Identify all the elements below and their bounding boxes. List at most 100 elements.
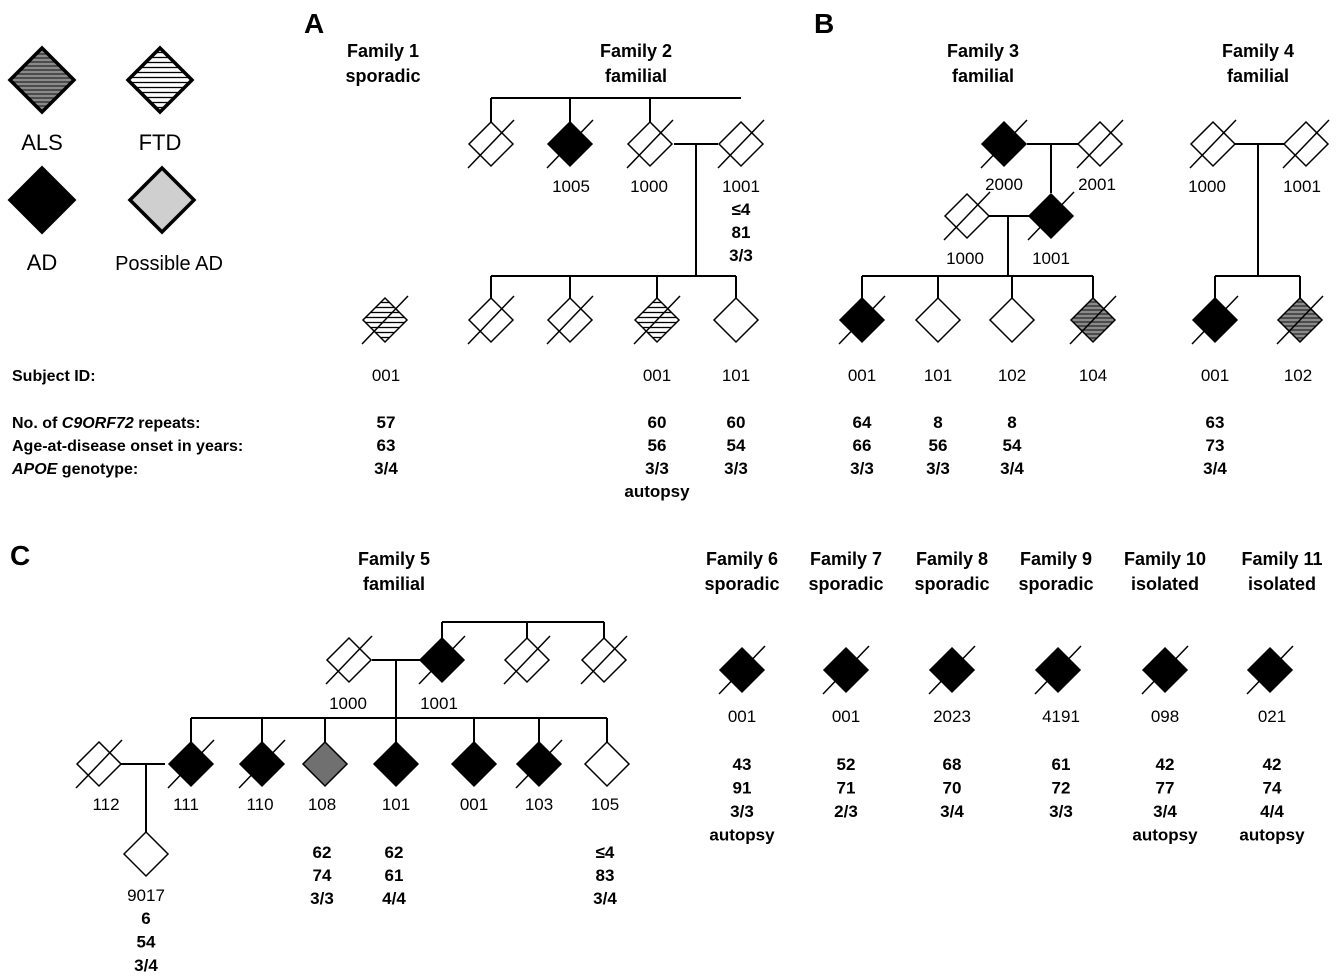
subject-id-f3-2001: 2001 [1078,175,1116,194]
individual-f5-112 [75,739,123,789]
apoe-genotype-f3-101: 3/3 [926,459,950,478]
deceased-slash [167,739,215,789]
pedigree-diamond [127,165,197,235]
apoe-genotype-f4-001: 3/4 [1203,459,1227,478]
repeat-count-f5-105: ≤4 [596,843,615,862]
subject-id-f2-1005: 1005 [552,177,590,196]
pedigree-diamond [914,296,962,344]
family-8-name: Family 8 [916,549,988,569]
family-10-name: Family 10 [1124,549,1206,569]
subject-id-f5-111: 111 [173,795,199,814]
subject-id-f9-4191: 4191 [1042,707,1080,726]
subject-id-f1-001: 001 [372,366,400,385]
family-3-type: familial [952,66,1014,86]
row-labels: Subject ID: No. of C9ORF72 repeats: Age-… [11,368,243,478]
subject-id-f5-001: 001 [460,795,488,814]
repeat-count-f2-101: 60 [727,413,746,432]
individual-f5-101 [372,740,420,788]
deceased-slash [1191,295,1239,345]
repeat-count-f4-001: 63 [1206,413,1225,432]
deceased-slash [467,295,515,345]
subject-id-f3-1001: 1001 [1032,249,1070,268]
family-9-name: Family 9 [1020,549,1092,569]
individual-f4-1001 [1282,119,1330,169]
onset-age-f5-101: 61 [385,866,404,885]
deceased-slash [515,739,563,789]
individual-f5-108 [301,740,349,788]
individual-f5-103 [515,739,563,789]
autopsy-note-f2-001: autopsy [624,482,690,501]
apoe-genotype-f8-2023: 3/4 [940,802,964,821]
subject-id-f5-9017: 9017 [127,886,165,905]
pedigree-diamond [372,740,420,788]
deceased-slash [546,119,594,169]
apoe-genotype-f1-001: 3/4 [374,459,398,478]
family-11-name: Family 11 [1241,549,1322,569]
deceased-slash [238,739,286,789]
deceased-slash [75,739,123,789]
family-6-type: sporadic [704,574,779,594]
subject-id-f2-1001: 1001 [722,177,760,196]
deceased-slash [361,295,409,345]
repeat-count-f10-098: 42 [1156,755,1175,774]
onset-age-f5-105: 83 [596,866,615,885]
repeat-count-f3-101: 8 [933,413,942,432]
autopsy-note-f10-098: autopsy [1132,826,1198,845]
individual-f3-102 [988,296,1036,344]
family-6-name: Family 6 [706,549,778,569]
family-3-name: Family 3 [947,41,1019,61]
pedigree-diamond [125,45,195,115]
subject-id-f10-098: 098 [1151,707,1179,726]
pedigree-diamond [988,296,1036,344]
deceased-slash [980,119,1028,169]
individual-f5-sib-b [580,635,628,685]
subject-data-values: 57633/4≤4813/360563/3autopsy60543/364663… [134,200,1305,975]
onset-age-f9-4191: 72 [1052,779,1071,798]
repeat-count-f6-001: 43 [733,755,752,774]
subject-id-f11-021: 021 [1258,707,1286,726]
legend-ad-label: AD [27,250,58,275]
pedigree-diamond [7,165,77,235]
individual-f1-001 [361,295,409,345]
subject-id-row-label: Subject ID: [12,368,96,385]
apoe-genotype-f11-021: 4/4 [1260,802,1284,821]
pedigree-diamond [712,296,760,344]
subject-id-f4-1001: 1001 [1283,177,1321,196]
subject-id-f5-110: 110 [246,795,273,814]
deceased-slash [503,635,551,685]
deceased-slash [838,295,886,345]
deceased-slash [1069,295,1117,345]
individual-f4-102 [1276,295,1324,345]
deceased-slash [418,635,466,685]
deceased-slash [633,295,681,345]
pedigree-diamond [7,45,77,115]
deceased-slash [717,119,765,169]
legend-possible-ad-label: Possible AD [115,253,223,275]
subject-id-f2-101: 101 [722,366,750,385]
onset-age-f3-001: 66 [853,436,872,455]
subject-id-f2-001: 001 [643,366,671,385]
onset-age-f8-2023: 70 [943,779,962,798]
deceased-slash [626,119,674,169]
apoe-genotype-f5-101: 4/4 [382,889,406,908]
apoe-genotype-f10-098: 3/4 [1153,802,1177,821]
family-2-type: familial [605,66,667,86]
repeat-count-f11-021: 42 [1263,755,1282,774]
individual-f3-2001 [1076,119,1124,169]
deceased-slash [928,645,976,695]
apoe-genotype-f7-001: 2/3 [834,802,858,821]
subject-id-f3-101: 101 [924,366,952,385]
subject-id-f4-1000: 1000 [1188,177,1226,196]
subject-id-f8-2023: 2023 [933,707,971,726]
individual-f7-001 [822,645,870,695]
subject-id-f4-001: 001 [1201,366,1229,385]
subject-id-f5-1001: 1001 [420,694,458,713]
subject-id-f3-001: 001 [848,366,876,385]
pedigree-connecting-lines [121,97,1301,832]
family-2-name: Family 2 [600,41,672,61]
onset-age-f3-102: 54 [1003,436,1022,455]
individual-f5-1001 [418,635,466,685]
individual-f11-021 [1246,645,1294,695]
pedigree-diamond [583,740,631,788]
subject-id-f2-1000: 1000 [630,177,668,196]
